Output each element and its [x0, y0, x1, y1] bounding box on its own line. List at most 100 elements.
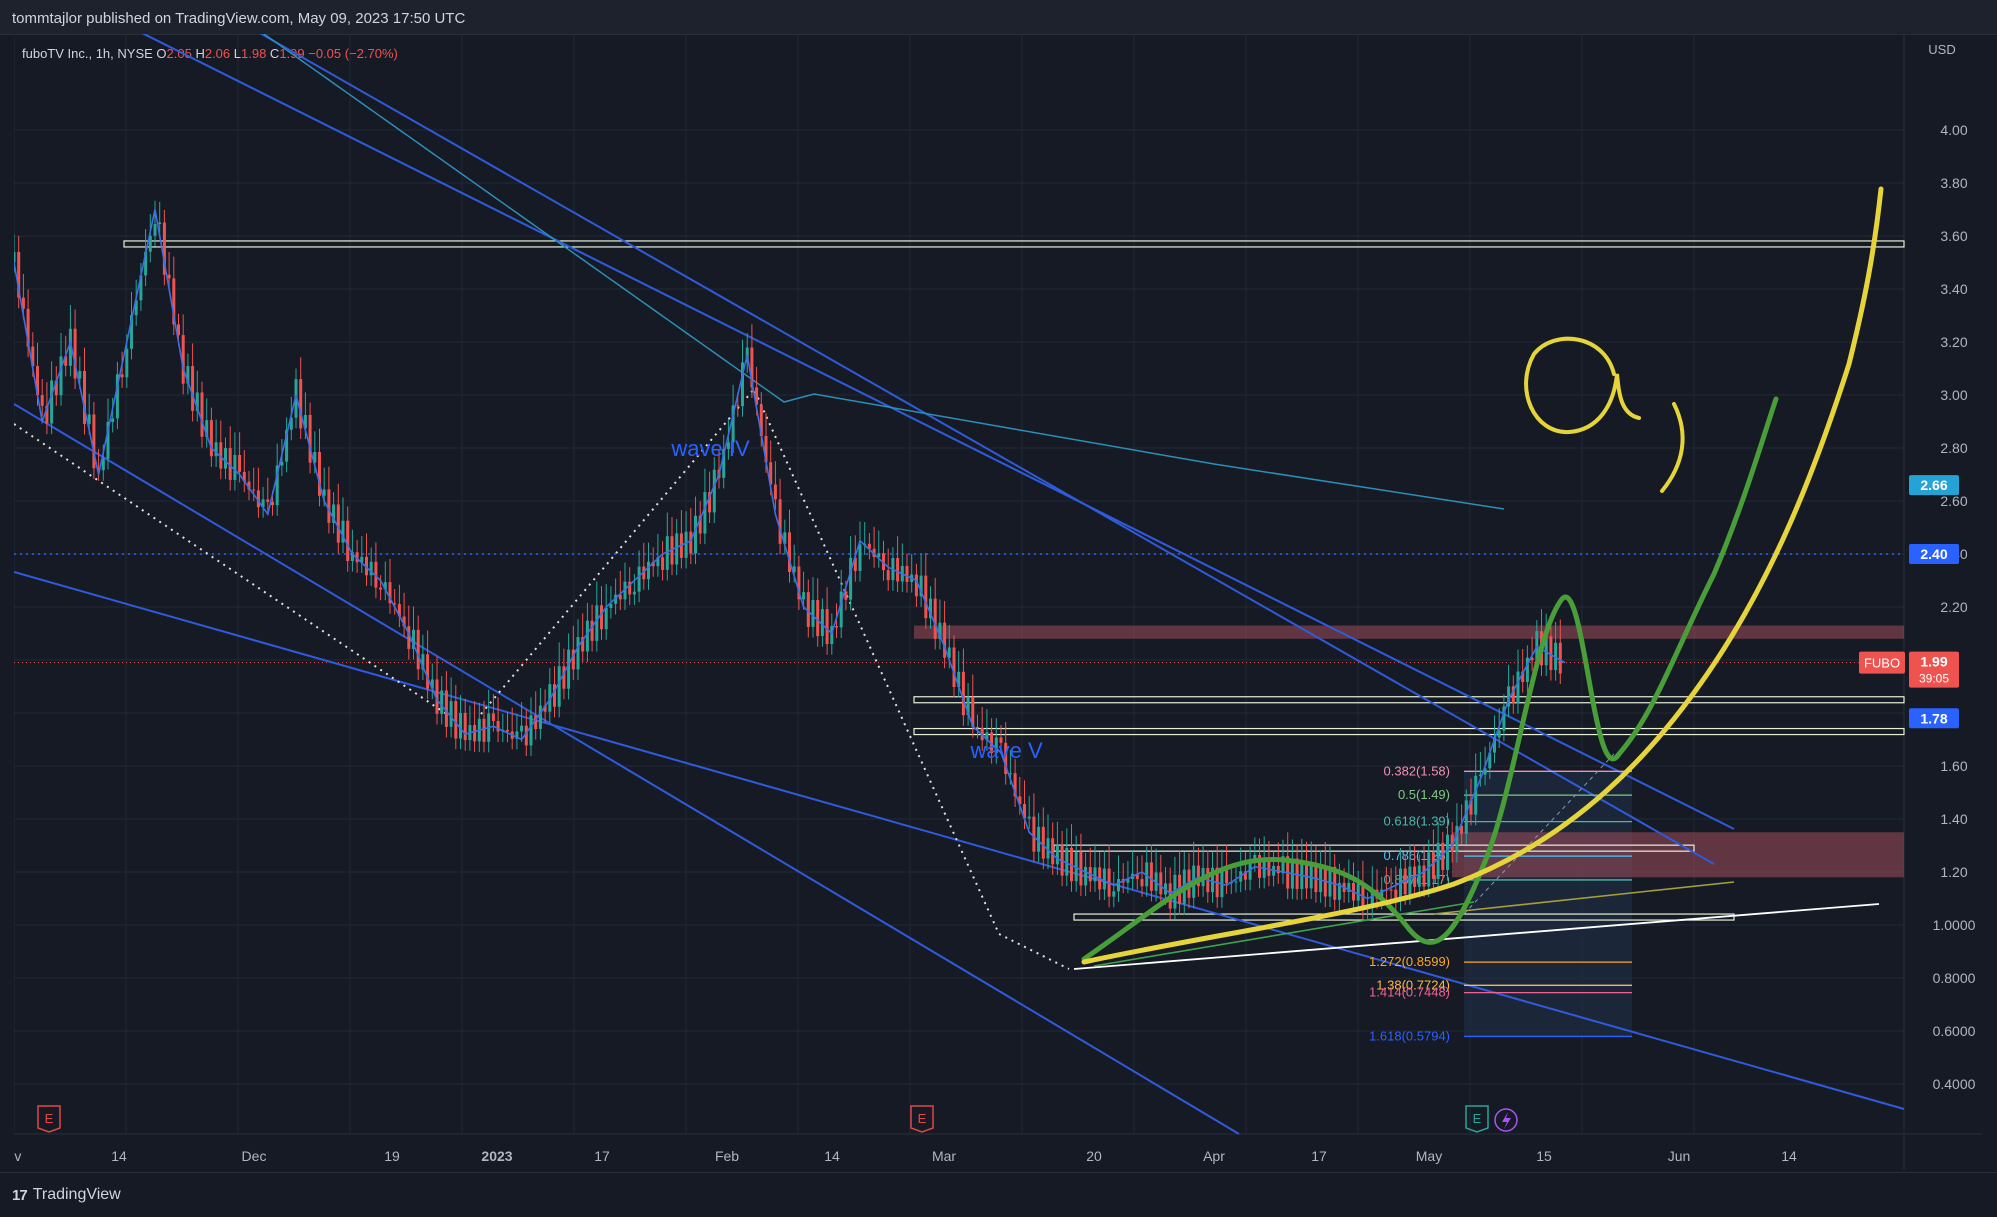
candle-body: [1112, 891, 1116, 897]
support-trendline: [1073, 903, 1880, 970]
candle-body: [111, 418, 115, 422]
candle-body: [360, 556, 364, 563]
candle-body: [167, 274, 171, 279]
fib-label: 0.887(1.17): [1384, 872, 1451, 887]
candle-body: [369, 561, 373, 576]
candle-body: [1370, 889, 1374, 908]
support-trendline: [1093, 901, 1475, 967]
x-tick-label: 14: [824, 1148, 840, 1164]
y-tick-label: 3.00: [1940, 387, 1967, 403]
candle-body: [252, 489, 256, 491]
candle-body: [1220, 868, 1224, 898]
candle-body: [1455, 825, 1459, 853]
candle-body: [1276, 865, 1280, 874]
candle-body: [990, 732, 994, 754]
candle-body: [896, 557, 900, 582]
candle-body: [576, 637, 580, 670]
candle-body: [792, 566, 796, 572]
candle-body: [318, 451, 321, 496]
candle-body: [731, 405, 735, 443]
candle-body: [78, 370, 82, 379]
candle-body: [1554, 642, 1558, 671]
trendline: [13, 403, 1240, 1135]
candle-body: [266, 499, 270, 502]
candle-body: [1488, 752, 1492, 769]
candle-body: [219, 442, 223, 469]
candle-body: [1558, 642, 1562, 674]
candle-body: [459, 712, 462, 739]
horizontal-level: [123, 240, 1905, 248]
candle-body: [783, 532, 787, 544]
candle-body: [515, 731, 519, 739]
candle-body: [308, 414, 312, 463]
moving-average-line: [13, 209, 1566, 900]
candle-body: [242, 471, 246, 482]
fib-label: 0.786(1.26): [1384, 848, 1451, 863]
candle-body: [764, 436, 768, 463]
candle-body: [1417, 865, 1421, 887]
candle-body: [886, 570, 890, 581]
candle-body: [656, 557, 660, 567]
candle-body: [379, 587, 383, 590]
candle-body: [933, 598, 937, 639]
ohlc-legend: fuboTV Inc., 1h, NYSE O2.05 H2.06 L1.98 …: [22, 46, 398, 61]
y-tick-label: 4.00: [1940, 122, 1967, 138]
handwriting-text: a,: [1614, 333, 1616, 335]
candle-body: [1065, 847, 1069, 876]
symbol-badge-text: FUBO: [1864, 656, 1900, 671]
candle-body: [609, 603, 613, 608]
candle-body: [1173, 874, 1177, 909]
candle-body: [637, 566, 641, 592]
candle-body: [393, 603, 397, 605]
candle-body: [543, 705, 547, 712]
candle-body: [1380, 889, 1384, 899]
candle-body: [388, 582, 392, 604]
candle-body: [736, 405, 740, 407]
candle-body: [482, 718, 486, 742]
fib-label: 0.618(1.39): [1384, 814, 1451, 829]
candle-body: [1093, 867, 1097, 882]
y-tick-label: 3.60: [1940, 228, 1967, 244]
candle-body: [1008, 773, 1012, 775]
candle-body: [1253, 854, 1257, 862]
candle-body: [585, 620, 589, 652]
x-tick-label: Mar: [932, 1148, 956, 1164]
event-marker-icon: [37, 1105, 61, 1133]
candle-body: [158, 222, 162, 225]
candle-body: [1469, 800, 1473, 815]
x-tick-label: 20: [1086, 1148, 1102, 1164]
resistance-zone: [914, 625, 1904, 639]
y-tick-label: 1.60: [1940, 758, 1967, 774]
candle-body: [186, 366, 190, 384]
candle-body: [454, 701, 458, 739]
candle-body: [600, 605, 603, 630]
candle-body: [1145, 862, 1149, 887]
candle-body: [797, 566, 801, 600]
candle-body: [1549, 636, 1553, 671]
candle-body: [421, 654, 425, 670]
candle-body: [788, 532, 791, 572]
y-tick-label: 2.20: [1940, 599, 1967, 615]
candle-body: [1159, 872, 1163, 895]
candle-body: [303, 414, 307, 429]
candle-body: [553, 684, 556, 707]
candle-body: [665, 536, 669, 570]
event-marker-icon: [1465, 1105, 1489, 1133]
candle-body: [435, 679, 439, 714]
price-chart[interactable]: fuboTV Inc., 1h, NYSE O2.05 H2.06 L1.98 …: [7, 23, 1982, 1170]
y-tick-label: 2.60: [1940, 493, 1967, 509]
candle-body: [426, 654, 430, 689]
trendline: [243, 23, 1715, 865]
candle-body: [820, 609, 824, 637]
chart-container[interactable]: fuboTV Inc., 1h, NYSE O2.05 H2.06 L1.98 …: [7, 23, 1982, 1170]
candle-body: [1464, 800, 1468, 834]
tradingview-logo[interactable]: 17 TradingView: [12, 1186, 121, 1204]
price-label-badge: 2.40: [1909, 544, 1959, 564]
current-price-badge: FUBO 1.99 39:05: [1859, 651, 1959, 688]
candle-body: [412, 629, 415, 649]
current-price-text: 1.99: [1920, 654, 1947, 670]
candle-body: [694, 515, 697, 554]
candle-body: [205, 420, 209, 437]
candle-body: [336, 504, 340, 543]
price-label-badge: 1.78: [1909, 708, 1959, 729]
